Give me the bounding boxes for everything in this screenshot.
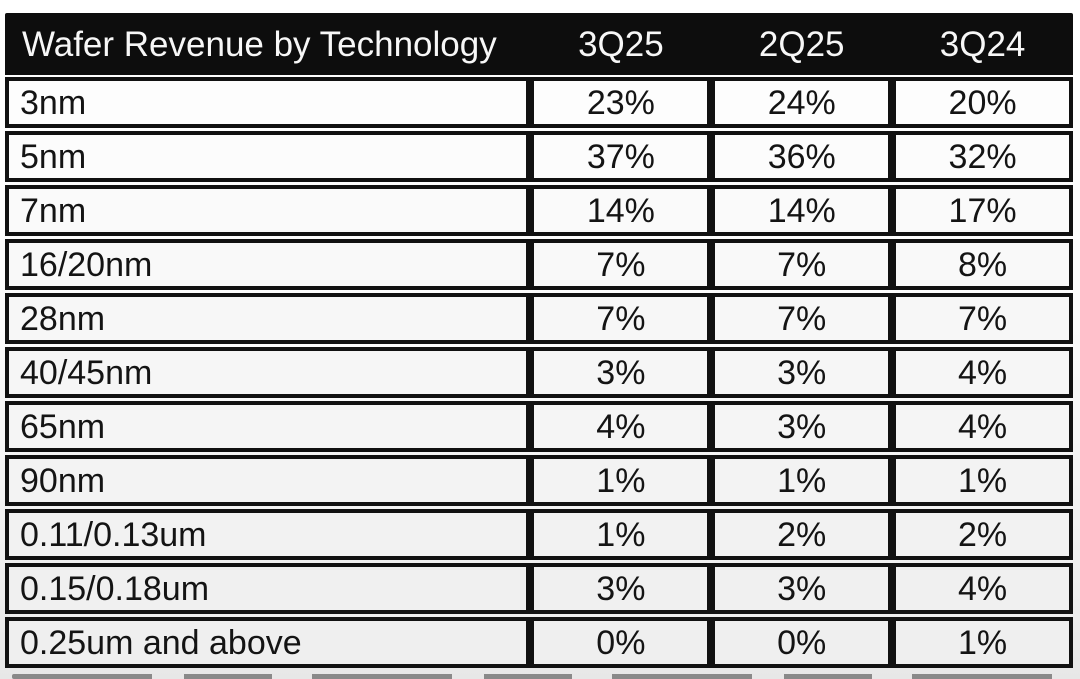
column-header-3q24: 3Q24 bbox=[939, 24, 1026, 64]
row-label-cell: 3nm bbox=[5, 77, 531, 128]
row-label-cell: 40/45nm bbox=[5, 347, 531, 398]
value-cell: 1% bbox=[711, 455, 893, 506]
table-row: 5nm 37% 36% 32% bbox=[5, 131, 1073, 182]
value-cell: 8% bbox=[892, 239, 1073, 290]
value-cell: 7% bbox=[892, 293, 1073, 344]
value-cell: 14% bbox=[711, 185, 893, 236]
table-row: 3nm 23% 24% 20% bbox=[5, 77, 1073, 128]
value-cell: 4% bbox=[530, 401, 712, 452]
row-label-cell: 5nm bbox=[5, 131, 531, 182]
value-cell: 3% bbox=[711, 347, 893, 398]
value-cell: 24% bbox=[711, 77, 893, 128]
value-cell: 1% bbox=[530, 509, 712, 560]
table-title: Wafer Revenue by Technology bbox=[22, 24, 497, 64]
row-label-cell: 0.11/0.13um bbox=[5, 509, 531, 560]
value-cell: 4% bbox=[892, 401, 1073, 452]
value-cell: 20% bbox=[892, 77, 1073, 128]
table-row: 90nm 1% 1% 1% bbox=[5, 455, 1073, 506]
row-label-cell: 7nm bbox=[5, 185, 531, 236]
row-label-cell: 0.25um and above bbox=[5, 617, 531, 668]
value-cell: 4% bbox=[892, 563, 1073, 614]
table-row: 28nm 7% 7% 7% bbox=[5, 293, 1073, 344]
value-cell: 4% bbox=[892, 347, 1073, 398]
value-cell: 3% bbox=[530, 563, 712, 614]
row-label-cell: 90nm bbox=[5, 455, 531, 506]
value-cell: 17% bbox=[892, 185, 1073, 236]
value-cell: 7% bbox=[711, 293, 893, 344]
row-label-cell: 65nm bbox=[5, 401, 531, 452]
table-header: Wafer Revenue by Technology 3Q25 2Q25 3Q… bbox=[5, 13, 1073, 75]
value-cell: 37% bbox=[530, 131, 712, 182]
value-cell: 36% bbox=[711, 131, 893, 182]
value-cell: 7% bbox=[530, 293, 712, 344]
value-cell: 2% bbox=[711, 509, 893, 560]
value-cell: 3% bbox=[711, 563, 893, 614]
column-header-3q25: 3Q25 bbox=[578, 24, 664, 64]
table-row: 0.25um and above 0% 0% 1% bbox=[5, 617, 1073, 668]
value-cell: 0% bbox=[530, 617, 712, 668]
value-cell: 32% bbox=[892, 131, 1073, 182]
value-cell: 3% bbox=[711, 401, 893, 452]
row-label-cell: 28nm bbox=[5, 293, 531, 344]
value-cell: 1% bbox=[530, 455, 712, 506]
table-row: 7nm 14% 14% 17% bbox=[5, 185, 1073, 236]
value-cell: 23% bbox=[530, 77, 712, 128]
value-cell: 14% bbox=[530, 185, 712, 236]
value-cell: 7% bbox=[530, 239, 712, 290]
value-cell: 3% bbox=[530, 347, 712, 398]
table-row: 40/45nm 3% 3% 4% bbox=[5, 347, 1073, 398]
table-row: 16/20nm 7% 7% 8% bbox=[5, 239, 1073, 290]
table-body: 3nm 23% 24% 20% 5nm 37% 36% 32% 7nm 14% 14% 17% 16/2… bbox=[5, 77, 1073, 668]
row-label-cell: 0.15/0.18um bbox=[5, 563, 531, 614]
value-cell: 2% bbox=[892, 509, 1073, 560]
value-cell: 0% bbox=[711, 617, 893, 668]
table-row: 0.15/0.18um 3% 3% 4% bbox=[5, 563, 1073, 614]
table-row: 0.11/0.13um 1% 2% 2% bbox=[5, 509, 1073, 560]
wafer-revenue-table: Wafer Revenue by Technology 3Q25 2Q25 3Q… bbox=[5, 13, 1073, 668]
value-cell: 1% bbox=[892, 617, 1073, 668]
column-header-2q25: 2Q25 bbox=[758, 24, 845, 64]
table-row: 65nm 4% 3% 4% bbox=[5, 401, 1073, 452]
value-cell: 1% bbox=[892, 455, 1073, 506]
row-label-cell: 16/20nm bbox=[5, 239, 531, 290]
cutoff-next-section-edge bbox=[12, 674, 1068, 679]
value-cell: 7% bbox=[711, 239, 893, 290]
